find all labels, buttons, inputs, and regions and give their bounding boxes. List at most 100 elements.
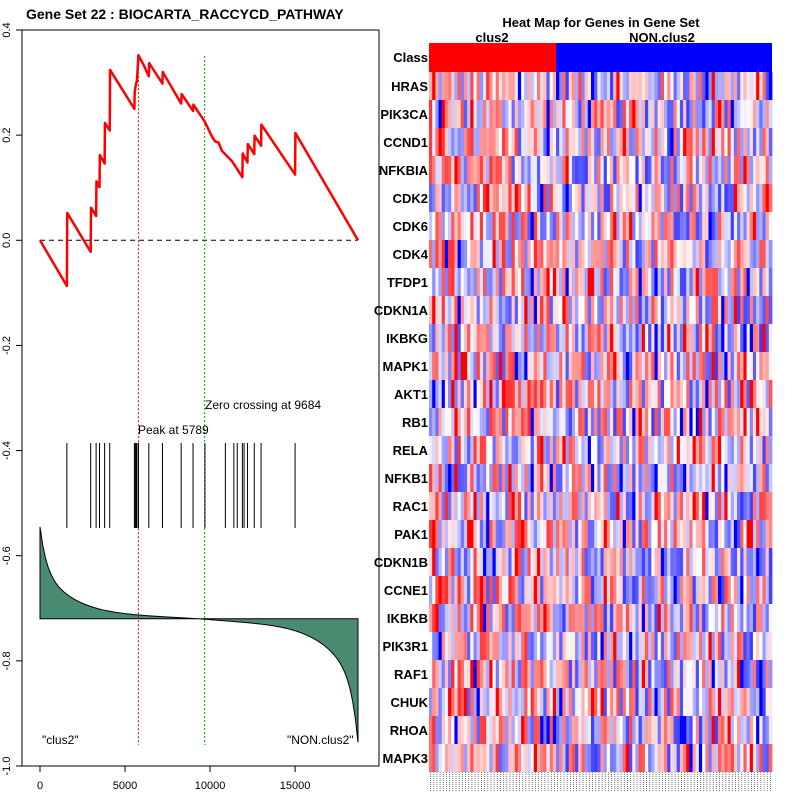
heatmap-cell [730, 632, 735, 660]
heatmap-cell [505, 408, 509, 436]
heatmap-cell [730, 72, 735, 100]
heatmap-cell [683, 324, 687, 352]
heatmap-cell [482, 492, 487, 520]
heatmap-cell [590, 436, 595, 464]
heatmap-cell [705, 380, 709, 408]
heatmap-cell [692, 72, 697, 100]
heatmap-cell [498, 72, 503, 100]
heatmap-cell [711, 576, 716, 604]
heatmap-cell [584, 380, 589, 408]
heatmap-cell [635, 492, 640, 520]
y-tick-label: -0.4 [1, 441, 13, 460]
heatmap-cell [756, 72, 760, 100]
heatmap-cell [578, 660, 582, 688]
heatmap-cell [587, 520, 592, 548]
heatmap-cell [632, 184, 636, 212]
heatmap-cell [619, 464, 624, 492]
heatmap-cell [756, 548, 760, 576]
heatmap-cell [762, 492, 767, 520]
heatmap-cell [714, 184, 719, 212]
heatmap-cell [708, 660, 713, 688]
heatmap-cell [724, 156, 728, 184]
heatmap-cell [686, 492, 690, 520]
heatmap-cell [587, 660, 592, 688]
heatmap-cell [622, 268, 627, 296]
heatmap-cell [571, 268, 576, 296]
heatmap-cell [486, 576, 490, 604]
heatmap-cell [441, 296, 446, 324]
heatmap-cell [635, 212, 640, 240]
heatmap-cell [746, 212, 751, 240]
heatmap-cell [660, 632, 665, 660]
heatmap-cell [683, 156, 687, 184]
heatmap-cell [625, 156, 630, 184]
heatmap-cell [502, 212, 506, 240]
heatmap-cell [581, 296, 586, 324]
heatmap-cell [721, 688, 725, 716]
heatmap-cell [479, 324, 484, 352]
heatmap-cell [463, 408, 468, 436]
heatmap-cell [600, 212, 605, 240]
heatmap-cell [638, 492, 643, 520]
heatmap-cell [536, 128, 541, 156]
heatmap-cell [695, 716, 700, 744]
heatmap-cell [641, 212, 646, 240]
heatmap-cell [625, 128, 630, 156]
heatmap-cell [460, 716, 465, 744]
heatmap-cell [705, 492, 709, 520]
heatmap-cell [454, 240, 458, 268]
heatmap-cell [679, 604, 684, 632]
heatmap-cell [727, 212, 732, 240]
heatmap-cell [559, 296, 563, 324]
heatmap-cell [660, 408, 665, 436]
heatmap-cell [664, 604, 668, 632]
heatmap-cell [603, 660, 608, 688]
heatmap-cell [629, 744, 633, 772]
heatmap-cell [683, 184, 687, 212]
heatmap-cell [568, 380, 573, 408]
heatmap-cell [457, 72, 462, 100]
heatmap-cell [603, 632, 608, 660]
heatmap-cell [549, 72, 554, 100]
heatmap-cell [648, 464, 652, 492]
heatmap-cell [467, 296, 471, 324]
heatmap-cell [473, 184, 478, 212]
heatmap-cell [432, 660, 436, 688]
heatmap-cell [543, 240, 547, 268]
heatmap-cell [600, 604, 605, 632]
heatmap-cell [571, 604, 576, 632]
heatmap-cell [448, 632, 452, 660]
heatmap-cell [530, 436, 535, 464]
heatmap-cell [721, 184, 725, 212]
heatmap-cell [727, 492, 732, 520]
heatmap-cell [597, 268, 601, 296]
heatmap-cell [648, 520, 652, 548]
heatmap-cell [619, 548, 624, 576]
heatmap-cell [718, 72, 722, 100]
heatmap-cell [587, 408, 592, 436]
heatmap-cell [660, 660, 665, 688]
heatmap-cell [733, 716, 738, 744]
heatmap-cell [432, 688, 436, 716]
heatmap-cell [584, 604, 589, 632]
heatmap-cell [441, 128, 446, 156]
heatmap-cell [648, 296, 652, 324]
heatmap-cell [727, 184, 732, 212]
heatmap-cell [467, 72, 471, 100]
heatmap-cell [594, 128, 598, 156]
heatmap-cell [635, 576, 640, 604]
heatmap-cell [740, 268, 744, 296]
heatmap-cell [571, 408, 576, 436]
heatmap-cell [476, 744, 481, 772]
heatmap-cell [629, 296, 633, 324]
heatmap-cell [441, 688, 446, 716]
heatmap-cell [695, 72, 700, 100]
heatmap-cell [746, 184, 751, 212]
heatmap-cell [629, 632, 633, 660]
heatmap-cell [733, 408, 738, 436]
heatmap-cell [641, 324, 646, 352]
heatmap-cell [565, 72, 570, 100]
heatmap-cell [521, 688, 525, 716]
heatmap-cell [641, 520, 646, 548]
heatmap-cell [454, 128, 458, 156]
